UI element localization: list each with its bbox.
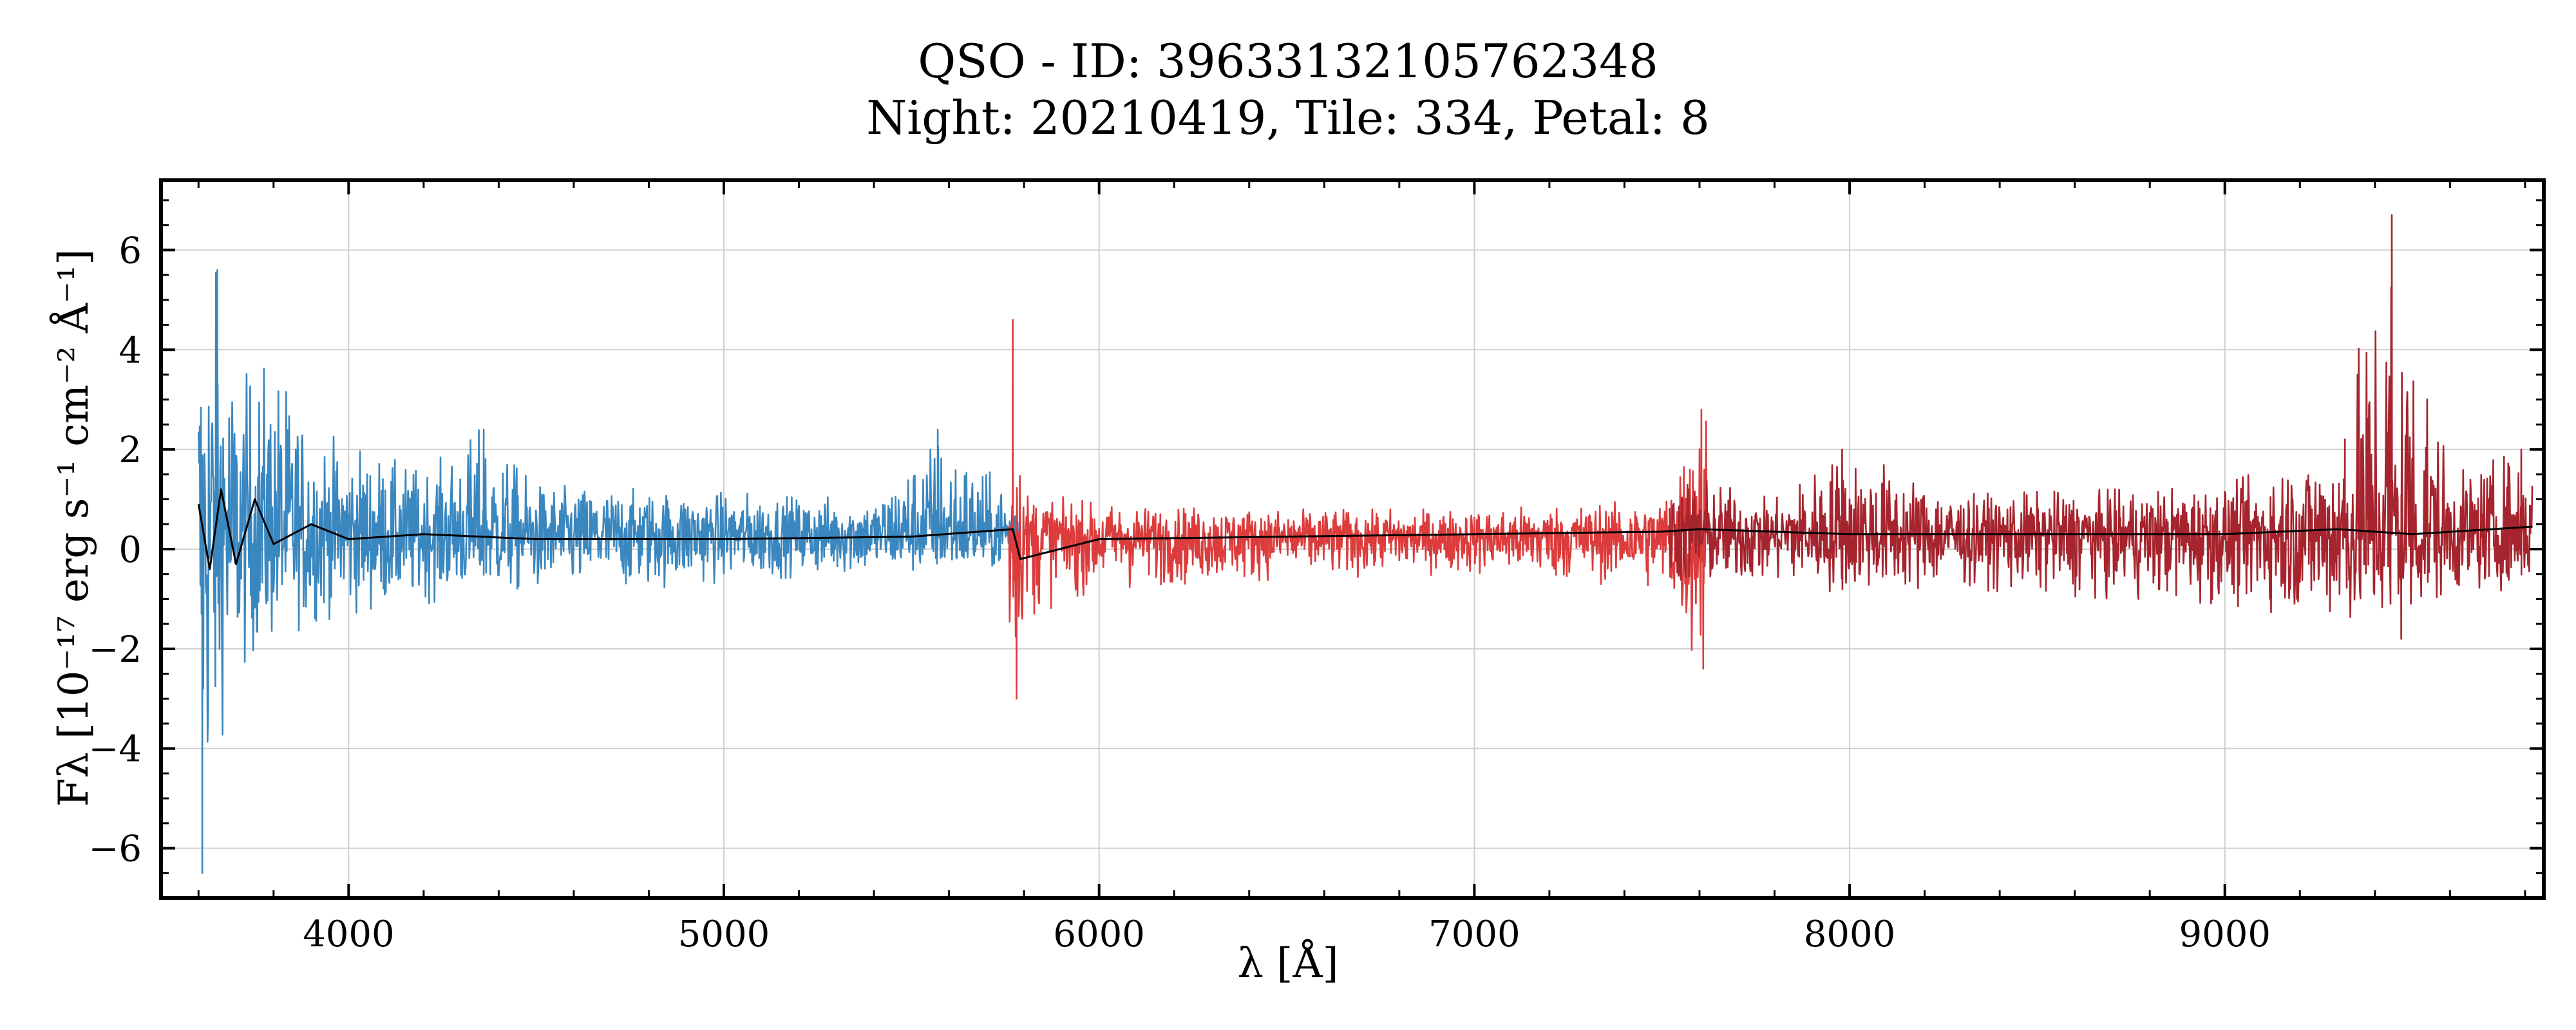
- x-tick-label: 6000: [1053, 913, 1145, 955]
- y-tick-label: 4: [118, 330, 142, 371]
- x-tick-label: 9000: [2179, 913, 2271, 955]
- series-layer: [197, 214, 2533, 874]
- series-line-r-arm-flux: [1008, 319, 1708, 700]
- plot-frame: [159, 178, 2546, 900]
- series-line-b-arm-flux: [198, 269, 1021, 874]
- y-axis-label: Fλ [10⁻¹⁷ erg s⁻¹ cm⁻² Å⁻¹]: [50, 248, 98, 807]
- x-tick-label: 5000: [678, 913, 770, 955]
- y-tick-label: −2: [88, 629, 142, 671]
- y-tick-label: 6: [118, 230, 142, 272]
- y-tick-label: −6: [88, 829, 142, 870]
- series-line-smoothed-model: [197, 488, 2533, 570]
- axis-ticks: 4000 5000 6000 7000 8000 9000 −6 −4 −2 0 2 4 6: [88, 180, 2544, 955]
- chart-subtitle: Night: 20210419, Tile: 334, Petal: 8: [866, 91, 1710, 145]
- series-line-z-arm-flux: [1669, 214, 2533, 640]
- x-tick-label: 8000: [1804, 913, 1896, 955]
- y-tick-label: −4: [88, 729, 142, 771]
- y-tick-label: 2: [118, 429, 142, 471]
- grid-lines: [161, 180, 2544, 898]
- y-tick-label: 0: [118, 529, 142, 571]
- x-tick-label: 4000: [303, 913, 395, 955]
- x-tick-label: 7000: [1428, 913, 1520, 955]
- chart-title: QSO - ID: 39633132105762348: [918, 34, 1658, 88]
- x-axis-label: λ [Å]: [1237, 940, 1339, 988]
